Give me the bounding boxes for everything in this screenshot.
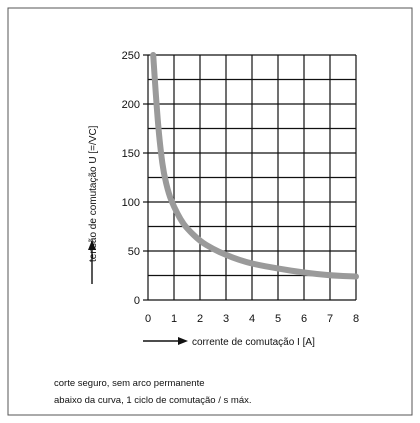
caption-line-2: abaixo da curva, 1 ciclo de comutação / …: [54, 395, 252, 406]
x-tick-label-8: 8: [353, 313, 359, 325]
y-tick-label-5: 250: [122, 50, 140, 62]
y-tick-label-2: 100: [122, 197, 140, 209]
x-axis-arrowhead: [178, 337, 188, 345]
x-tick-label-1: 1: [171, 313, 177, 325]
y-axis-label: tensão de comutação U [=/VC]: [88, 125, 99, 262]
y-axis-title-group: tensão de comutação U [=/VC]: [88, 125, 99, 284]
series-line-0: [150, 52, 359, 280]
tick-labels: 0 1 2 3 4 5 6 7 8 0 50 100 150 200 250: [122, 50, 359, 325]
x-axis-title-group: corrente de comutação I [A]: [143, 337, 315, 348]
caption-line-1: corte seguro, sem arco permanente: [54, 378, 205, 389]
x-tick-label-5: 5: [275, 313, 281, 325]
y-tick-label-3: 150: [122, 148, 140, 160]
y-tick-label-1: 50: [128, 246, 140, 258]
grid: [143, 54, 357, 301]
figure-frame: [7, 7, 413, 416]
x-axis-label: corrente de comutação I [A]: [192, 337, 315, 348]
x-tick-label-0: 0: [145, 313, 151, 325]
x-tick-label-4: 4: [249, 313, 255, 325]
x-tick-label-3: 3: [223, 313, 229, 325]
y-tick-label-0: 0: [134, 295, 140, 307]
y-axis-arrowhead: [88, 240, 96, 250]
x-tick-label-7: 7: [327, 313, 333, 325]
x-tick-label-6: 6: [301, 313, 307, 325]
series-layer: [150, 52, 359, 280]
y-tick-label-4: 200: [122, 99, 140, 111]
x-tick-label-2: 2: [197, 313, 203, 325]
